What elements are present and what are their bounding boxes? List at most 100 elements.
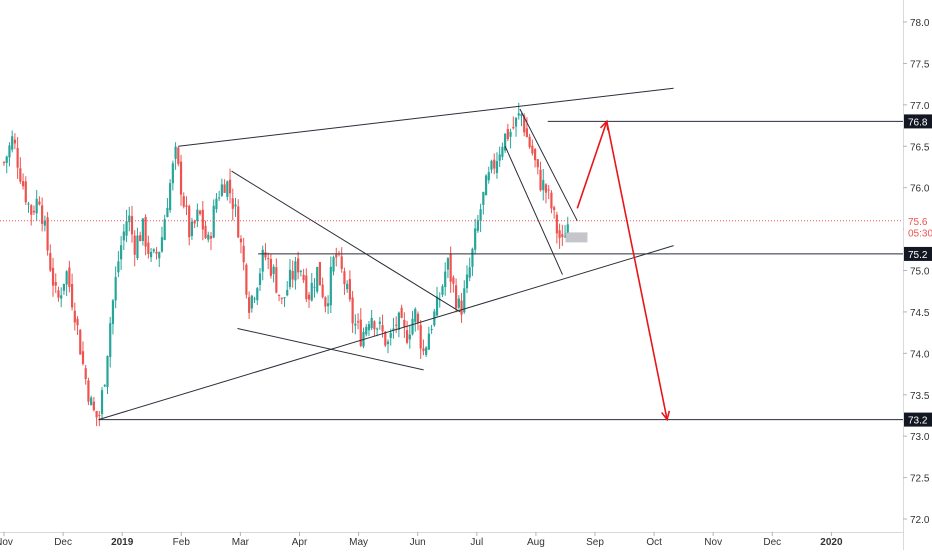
candle-body bbox=[509, 131, 512, 137]
candle-body bbox=[90, 397, 93, 406]
candle-body bbox=[512, 127, 515, 129]
time-axis[interactable]: Nov Dec 2019 Feb Mar Apr May Jun Jul Aug Sep Oct Nov… bbox=[0, 532, 903, 548]
candle-body bbox=[561, 234, 564, 238]
trendline bbox=[98, 245, 674, 421]
candle-body bbox=[177, 147, 180, 164]
candle-body bbox=[316, 266, 319, 292]
candle-body bbox=[495, 161, 499, 174]
projection-arrows-layer bbox=[576, 119, 671, 422]
candle-body bbox=[487, 172, 490, 181]
latest-bar-marker bbox=[565, 232, 588, 243]
candle-body bbox=[169, 183, 172, 211]
candle-body bbox=[13, 139, 16, 144]
candle-body bbox=[542, 180, 545, 191]
candle-body bbox=[70, 284, 74, 308]
candle-body bbox=[261, 249, 264, 272]
candle-body bbox=[302, 274, 305, 281]
candle-body bbox=[563, 236, 567, 238]
price-label-box bbox=[904, 246, 932, 261]
y-tick-label: 74.0 bbox=[910, 349, 930, 360]
candle-body bbox=[87, 380, 90, 402]
candle-body bbox=[185, 205, 188, 207]
candle-body bbox=[130, 216, 134, 235]
candle-body bbox=[204, 225, 207, 239]
candle-body bbox=[100, 390, 104, 414]
candle-body bbox=[348, 279, 351, 300]
candle-body bbox=[291, 270, 294, 280]
candle-body bbox=[30, 205, 33, 215]
trendline bbox=[519, 108, 578, 222]
candle-body bbox=[228, 179, 232, 194]
candle-body bbox=[8, 145, 11, 158]
candle-body bbox=[419, 324, 422, 349]
candle-body bbox=[506, 129, 509, 140]
x-tick-label: Jun bbox=[410, 537, 426, 548]
candle-body bbox=[250, 295, 253, 309]
candle-body bbox=[455, 285, 458, 309]
candle-body bbox=[223, 184, 226, 193]
candle-body bbox=[435, 296, 439, 316]
candle-body bbox=[98, 414, 101, 416]
candle-body bbox=[484, 175, 488, 196]
x-tick-label: Oct bbox=[646, 537, 662, 548]
candle-body bbox=[73, 310, 76, 323]
y-tick-label: 72.5 bbox=[910, 474, 930, 485]
candle-body bbox=[463, 288, 466, 313]
candle-body bbox=[539, 169, 542, 191]
candle-body bbox=[523, 115, 526, 133]
candle-body bbox=[288, 269, 292, 287]
candle-body bbox=[21, 181, 25, 187]
candle-body bbox=[373, 321, 376, 330]
candle-body bbox=[139, 235, 142, 242]
projection-arrow-line bbox=[606, 121, 668, 420]
candle-body bbox=[267, 258, 270, 260]
price-label-text: 05:30: bbox=[908, 228, 932, 239]
candle-body bbox=[174, 146, 177, 159]
candle-body bbox=[106, 355, 109, 387]
y-tick-label: 76.0 bbox=[910, 184, 930, 195]
candle-body bbox=[147, 242, 150, 255]
y-tick-label: 75.0 bbox=[910, 267, 930, 278]
trendline bbox=[504, 146, 563, 275]
candle-body bbox=[498, 154, 501, 161]
candle-body bbox=[294, 261, 297, 281]
candle-body bbox=[125, 221, 128, 236]
candle-body bbox=[32, 210, 36, 213]
candle-body bbox=[24, 181, 27, 203]
y-tick-label: 72.0 bbox=[910, 515, 930, 526]
candle-body bbox=[520, 114, 523, 117]
horizontal-levels-layer bbox=[98, 120, 903, 421]
candle-body bbox=[152, 249, 155, 252]
candle-body bbox=[422, 348, 425, 352]
price-label-text: 75.6 bbox=[908, 217, 928, 228]
candle-body bbox=[43, 220, 46, 226]
x-tick-label: 2019 bbox=[111, 537, 134, 548]
y-tick-label: 76.5 bbox=[910, 142, 930, 153]
candle-body bbox=[182, 196, 185, 207]
candle-body bbox=[517, 113, 520, 116]
candle-body bbox=[425, 347, 428, 355]
candle-body bbox=[528, 136, 531, 148]
price-label-box bbox=[904, 225, 932, 240]
trendline bbox=[178, 87, 674, 147]
price-labels-layer: 76.8 75.605:30: 75.2 73.2 bbox=[904, 114, 932, 427]
trendline bbox=[237, 327, 424, 371]
candle-body bbox=[441, 286, 444, 295]
candles-layer bbox=[0, 102, 903, 427]
candle-body bbox=[258, 273, 262, 286]
candle-body bbox=[234, 204, 237, 207]
candle-body bbox=[405, 330, 409, 343]
candle-body bbox=[558, 230, 561, 239]
candle-body bbox=[144, 216, 147, 247]
candle-body bbox=[256, 288, 259, 301]
price-axis[interactable]: 72.072.573.073.574.074.575.075.576.076.5… bbox=[903, 0, 932, 550]
candle-body bbox=[286, 289, 289, 296]
candle-body bbox=[79, 329, 82, 355]
candle-body bbox=[163, 219, 166, 240]
trendline bbox=[231, 170, 461, 313]
candle-body bbox=[376, 328, 379, 330]
candle-body bbox=[264, 252, 267, 258]
price-label-box bbox=[904, 114, 932, 129]
